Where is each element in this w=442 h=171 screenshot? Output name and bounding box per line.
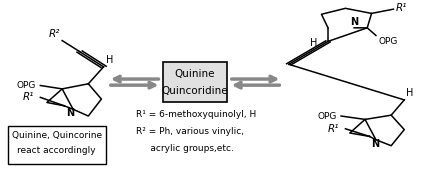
Text: R² = Ph, various vinylic,: R² = Ph, various vinylic, [136,127,244,136]
Text: N: N [66,108,75,118]
Text: R¹: R¹ [23,92,34,102]
Text: N: N [372,139,380,149]
Text: R¹: R¹ [328,124,339,134]
Text: Quincoridine: Quincoridine [162,86,229,96]
Text: H: H [407,88,414,98]
Text: R¹: R¹ [396,3,407,13]
Text: R¹ = 6-methoxyquinolyl, H: R¹ = 6-methoxyquinolyl, H [136,110,256,119]
Text: OPG: OPG [378,37,397,46]
FancyBboxPatch shape [164,62,227,102]
Text: Quinine, Quincorine: Quinine, Quincorine [11,131,102,140]
Text: OPG: OPG [317,111,337,121]
Text: N: N [350,17,358,27]
Text: OPG: OPG [17,81,36,90]
Text: R²: R² [49,29,60,39]
Text: H: H [106,55,113,65]
Text: acrylic groups,etc.: acrylic groups,etc. [136,144,234,153]
Text: H: H [310,38,317,48]
FancyBboxPatch shape [8,126,106,163]
Text: Quinine: Quinine [175,69,215,80]
Text: react accordingly: react accordingly [17,146,96,155]
